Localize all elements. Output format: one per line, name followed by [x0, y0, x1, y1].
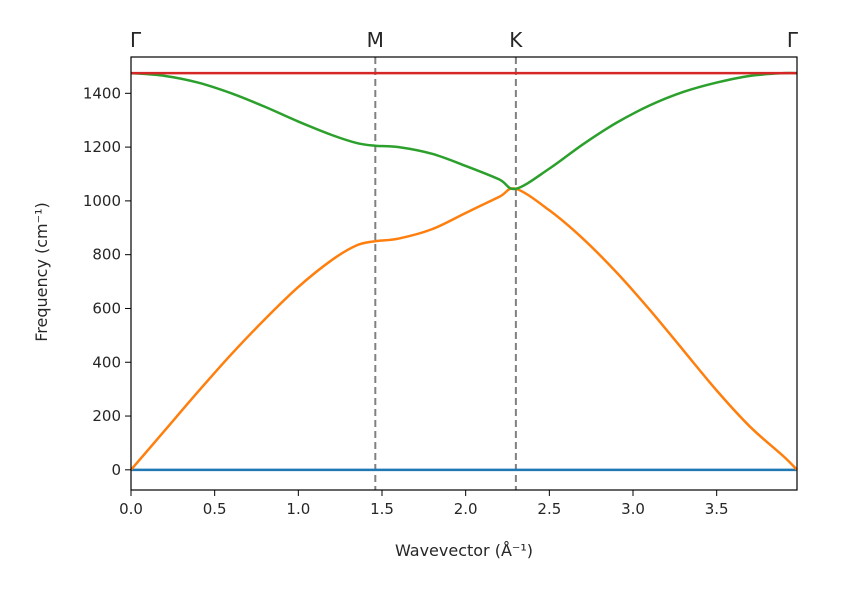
plot-frame — [130, 56, 798, 491]
y-tick-label: 1400 — [83, 84, 121, 102]
x-axis-label: Wavevector (Å⁻¹) — [395, 541, 533, 560]
y-tick-label: 0 — [111, 461, 121, 479]
x-tick-label: 1.0 — [286, 500, 310, 518]
x-tick-label: 3.0 — [621, 500, 645, 518]
x-tick-label: 0.0 — [119, 500, 143, 518]
high-symmetry-label: M — [367, 28, 384, 52]
y-tick-label: 1000 — [83, 192, 121, 210]
x-tick-label: 1.5 — [370, 500, 394, 518]
y-axis-label: Frequency (cm⁻¹) — [32, 202, 51, 341]
x-tick-label: 2.5 — [537, 500, 561, 518]
high-symmetry-label: Γ — [787, 28, 799, 52]
x-tick-label: 3.5 — [705, 500, 729, 518]
y-tick-label: 600 — [92, 299, 121, 317]
y-tick-label: 400 — [92, 353, 121, 371]
high-symmetry-label: Γ — [130, 28, 142, 52]
y-tick-label: 1200 — [83, 138, 121, 156]
high-symmetry-label: K — [509, 28, 523, 52]
y-tick-label: 800 — [92, 246, 121, 264]
y-tick-label: 200 — [92, 407, 121, 425]
x-tick-label: 0.5 — [203, 500, 227, 518]
branch-line-2 — [130, 187, 798, 471]
branch-line-3 — [130, 71, 798, 191]
x-tick-label: 2.0 — [454, 500, 478, 518]
